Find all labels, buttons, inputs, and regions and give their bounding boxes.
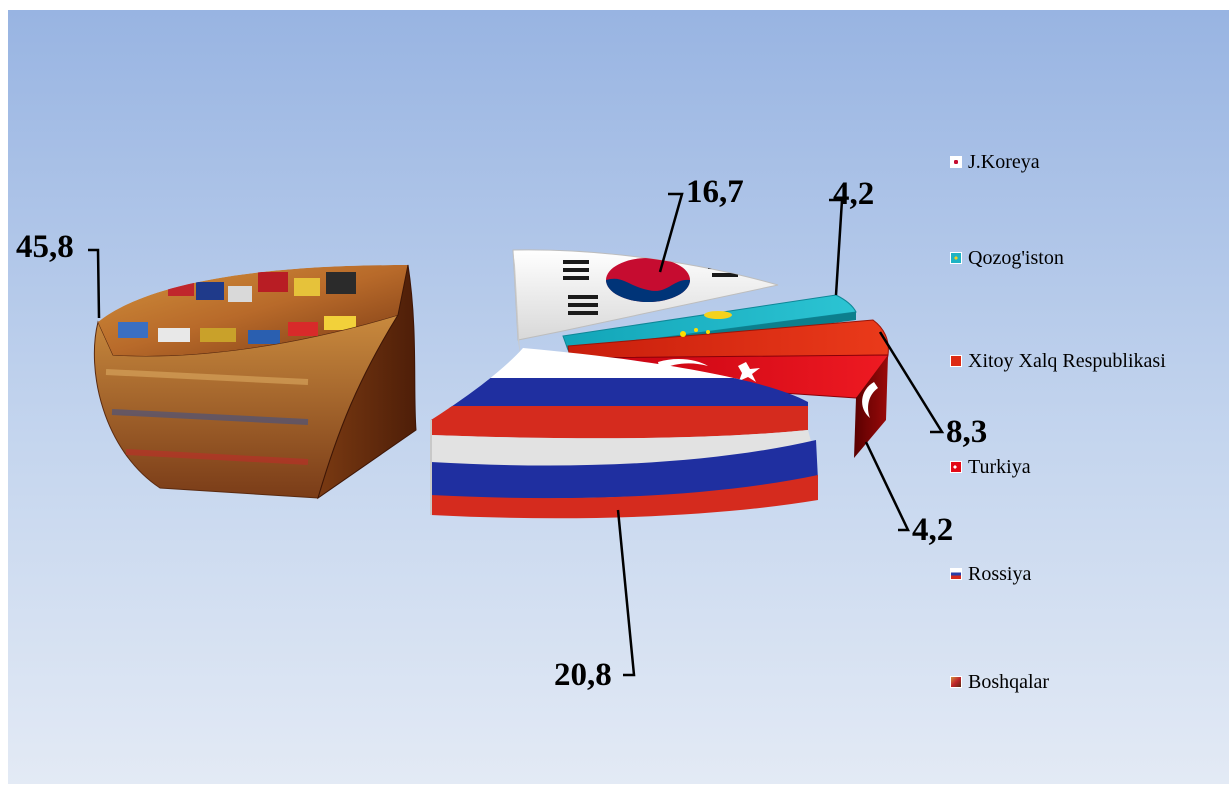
flags-collage-icon	[950, 676, 962, 688]
legend-label: Turkiya	[968, 455, 1031, 478]
leader-line-jkoreya	[658, 192, 684, 273]
data-label-boshqalar: 45,8	[16, 229, 74, 265]
data-label-qozogiston: 4,2	[833, 176, 874, 212]
legend-label: J.Koreya	[968, 150, 1040, 173]
chart-area: 16,7 4,2 8,3 4,2 20,8 45,8 J.Koreya Qozo…	[8, 10, 1229, 784]
legend-label: Rossiya	[968, 562, 1032, 585]
leader-lines	[88, 192, 945, 677]
legend-label: Xitoy Xalq Respublikasi	[968, 349, 1166, 372]
russia-flag-icon	[950, 568, 962, 580]
turkey-flag-icon	[950, 461, 962, 473]
data-label-xitoy: 8,3	[946, 414, 987, 450]
data-label-rossiya: 20,8	[554, 657, 612, 693]
legend-item-qozogiston: Qozog'iston	[950, 246, 1064, 270]
slice-rossiya	[430, 348, 818, 519]
korea-flag-icon	[950, 156, 962, 168]
china-flag-icon	[950, 355, 962, 367]
leader-line-qozogiston	[829, 198, 844, 296]
legend-label: Qozog'iston	[968, 246, 1064, 269]
legend-item-xitoy: Xitoy Xalq Respublikasi	[950, 349, 1166, 373]
slice-jkoreya	[512, 249, 779, 355]
leader-line-xitoy	[878, 331, 945, 434]
legend-label: Boshqalar	[968, 670, 1050, 693]
slice-boshqalar	[93, 264, 417, 500]
leader-line-boshqalar	[88, 248, 101, 319]
leader-line-rossiya	[616, 509, 636, 677]
legend-item-rossiya: Rossiya	[950, 562, 1031, 586]
data-labels: 16,7 4,2 8,3 4,2 20,8 45,8	[16, 174, 987, 693]
legend-item-boshqalar: Boshqalar	[950, 670, 1049, 694]
slice-boshqalar-side	[317, 264, 417, 500]
pie-chart: 16,7 4,2 8,3 4,2 20,8 45,8	[16, 174, 987, 693]
legend-item-jkoreya: J.Koreya	[950, 150, 1040, 174]
leader-line-turkiya	[864, 441, 910, 532]
kazakhstan-flag-icon	[950, 252, 962, 264]
legend-item-turkiya: Turkiya	[950, 455, 1031, 479]
data-label-turkiya: 4,2	[912, 512, 953, 548]
data-label-jkoreya: 16,7	[686, 174, 744, 210]
